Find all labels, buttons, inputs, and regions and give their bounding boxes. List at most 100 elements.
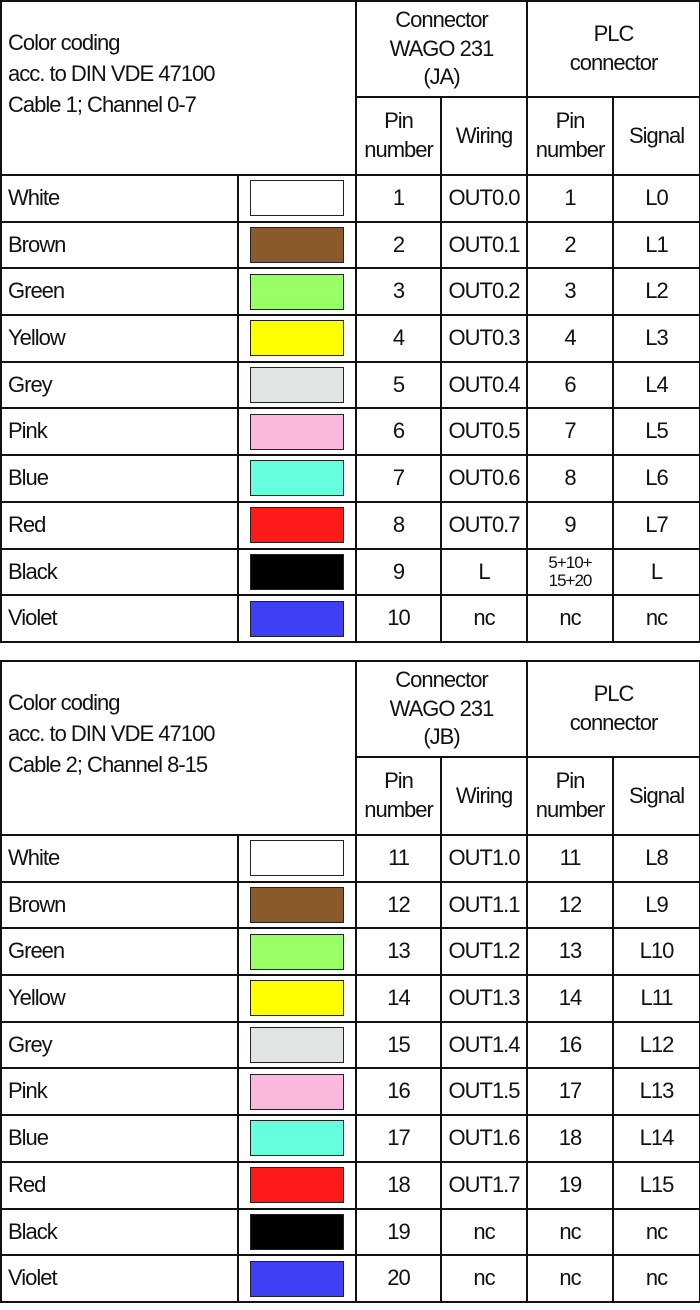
color-name: Black	[0, 1207, 239, 1257]
color-swatch	[250, 1167, 344, 1204]
cable-2-table: Color coding acc. to DIN VDE 47100 Cable 2…	[0, 660, 700, 1303]
color-swatch	[250, 273, 344, 310]
table-row: Blue 7 OUT0.6 8 L6	[0, 454, 700, 503]
color-swatch-cell	[236, 880, 358, 930]
color-name: Green	[0, 267, 239, 317]
plc-pin-number: 8	[526, 454, 615, 503]
color-swatch-cell	[236, 407, 358, 457]
signal: L2	[612, 267, 700, 317]
color-swatch	[250, 460, 344, 497]
column-header: Pin number	[355, 96, 443, 176]
color-swatch-cell	[236, 1067, 358, 1117]
color-name: Yellow	[0, 974, 239, 1023]
pin-number: 18	[355, 1160, 443, 1210]
plc-pin-number: nc	[526, 1254, 615, 1303]
color-swatch	[250, 180, 344, 217]
table-row: Black 9 L 5+10+ 15+20 L	[0, 547, 700, 597]
column-header: Signal	[612, 756, 700, 836]
pin-number: 10	[355, 594, 443, 643]
color-swatch	[250, 227, 344, 264]
wiring: OUT1.4	[440, 1020, 529, 1070]
pin-number: 14	[355, 974, 443, 1023]
table-row: Grey 5 OUT0.4 6 L4	[0, 360, 700, 410]
plc-pin-number: 5+10+ 15+20	[526, 547, 615, 597]
color-name: White	[0, 174, 239, 223]
wiring: OUT0.2	[440, 267, 529, 317]
color-name: Yellow	[0, 314, 239, 363]
signal: L11	[612, 974, 700, 1023]
pin-number: 16	[355, 1067, 443, 1117]
color-name: Green	[0, 927, 239, 977]
wiring: nc	[440, 594, 529, 643]
wiring: OUT1.0	[440, 834, 529, 883]
color-swatch-cell	[236, 454, 358, 503]
signal: L	[612, 547, 700, 597]
color-swatch	[250, 1260, 344, 1297]
pin-number: 12	[355, 880, 443, 930]
plc-pin-number: nc	[526, 594, 615, 643]
plc-pin-number: 1	[526, 174, 615, 223]
wiring: OUT1.7	[440, 1160, 529, 1210]
color-swatch	[250, 1027, 344, 1064]
signal: L1	[612, 220, 700, 270]
table-row: Red 8 OUT0.7 9 L7	[0, 500, 700, 550]
plc-pin-number: 2	[526, 220, 615, 270]
pin-number: 20	[355, 1254, 443, 1303]
wiring: OUT0.0	[440, 174, 529, 223]
color-name: Pink	[0, 407, 239, 457]
color-swatch	[250, 1073, 344, 1110]
color-name: Grey	[0, 360, 239, 410]
wiring: OUT1.1	[440, 880, 529, 930]
color-swatch-cell	[236, 360, 358, 410]
signal: L0	[612, 174, 700, 223]
plc-pin-number: 4	[526, 314, 615, 363]
wiring: OUT0.6	[440, 454, 529, 503]
pin-number: 11	[355, 834, 443, 883]
color-swatch-cell	[236, 974, 358, 1023]
signal: L15	[612, 1160, 700, 1210]
wiring: OUT1.2	[440, 927, 529, 977]
color-swatch	[250, 553, 344, 590]
table-row: Red 18 OUT1.7 19 L15	[0, 1160, 700, 1210]
plc-pin-number: 11	[526, 834, 615, 883]
signal: L7	[612, 500, 700, 550]
color-swatch-cell	[236, 1254, 358, 1303]
title-line: Cable 1; Channel 0-7	[8, 91, 197, 117]
column-header: Wiring	[440, 756, 529, 836]
color-name: White	[0, 834, 239, 883]
pin-number: 1	[355, 174, 443, 223]
wiring: OUT0.5	[440, 407, 529, 457]
table-row: Violet 10 nc nc nc	[0, 594, 700, 643]
wiring: nc	[440, 1254, 529, 1303]
color-name: Violet	[0, 594, 239, 643]
column-header: Pin number	[355, 756, 443, 836]
color-swatch-cell	[236, 500, 358, 550]
color-name: Red	[0, 1160, 239, 1210]
wiring: OUT1.6	[440, 1114, 529, 1163]
color-swatch-cell	[236, 594, 358, 643]
column-header: Signal	[612, 96, 700, 176]
table-row: Grey 15 OUT1.4 16 L12	[0, 1020, 700, 1070]
color-swatch	[250, 600, 344, 637]
color-swatch	[250, 367, 344, 404]
title-line: Color coding	[8, 690, 121, 715]
plc-pin-number: 18	[526, 1114, 615, 1163]
color-name: Pink	[0, 1067, 239, 1117]
signal: L8	[612, 834, 700, 883]
table-row: Green 13 OUT1.2 13 L10	[0, 927, 700, 977]
color-swatch	[250, 1120, 344, 1157]
title-line: acc. to DIN VDE 47100	[8, 60, 215, 86]
table-row: Yellow 4 OUT0.3 4 L3	[0, 314, 700, 363]
table-row: Brown 2 OUT0.1 2 L1	[0, 220, 700, 270]
wiring: OUT1.3	[440, 974, 529, 1023]
column-header: Wiring	[440, 96, 529, 176]
connector-header: Connector WAGO 231 (JB)	[355, 660, 529, 758]
title-line: Cable 2; Channel 8-15	[8, 751, 208, 777]
pin-number: 4	[355, 314, 443, 363]
wiring: OUT0.1	[440, 220, 529, 270]
plc-pin-number: 9	[526, 500, 615, 550]
table-row: Violet 20 nc nc nc	[0, 1254, 700, 1303]
pin-number: 3	[355, 267, 443, 317]
color-swatch-cell	[236, 220, 358, 270]
signal: L3	[612, 314, 700, 363]
